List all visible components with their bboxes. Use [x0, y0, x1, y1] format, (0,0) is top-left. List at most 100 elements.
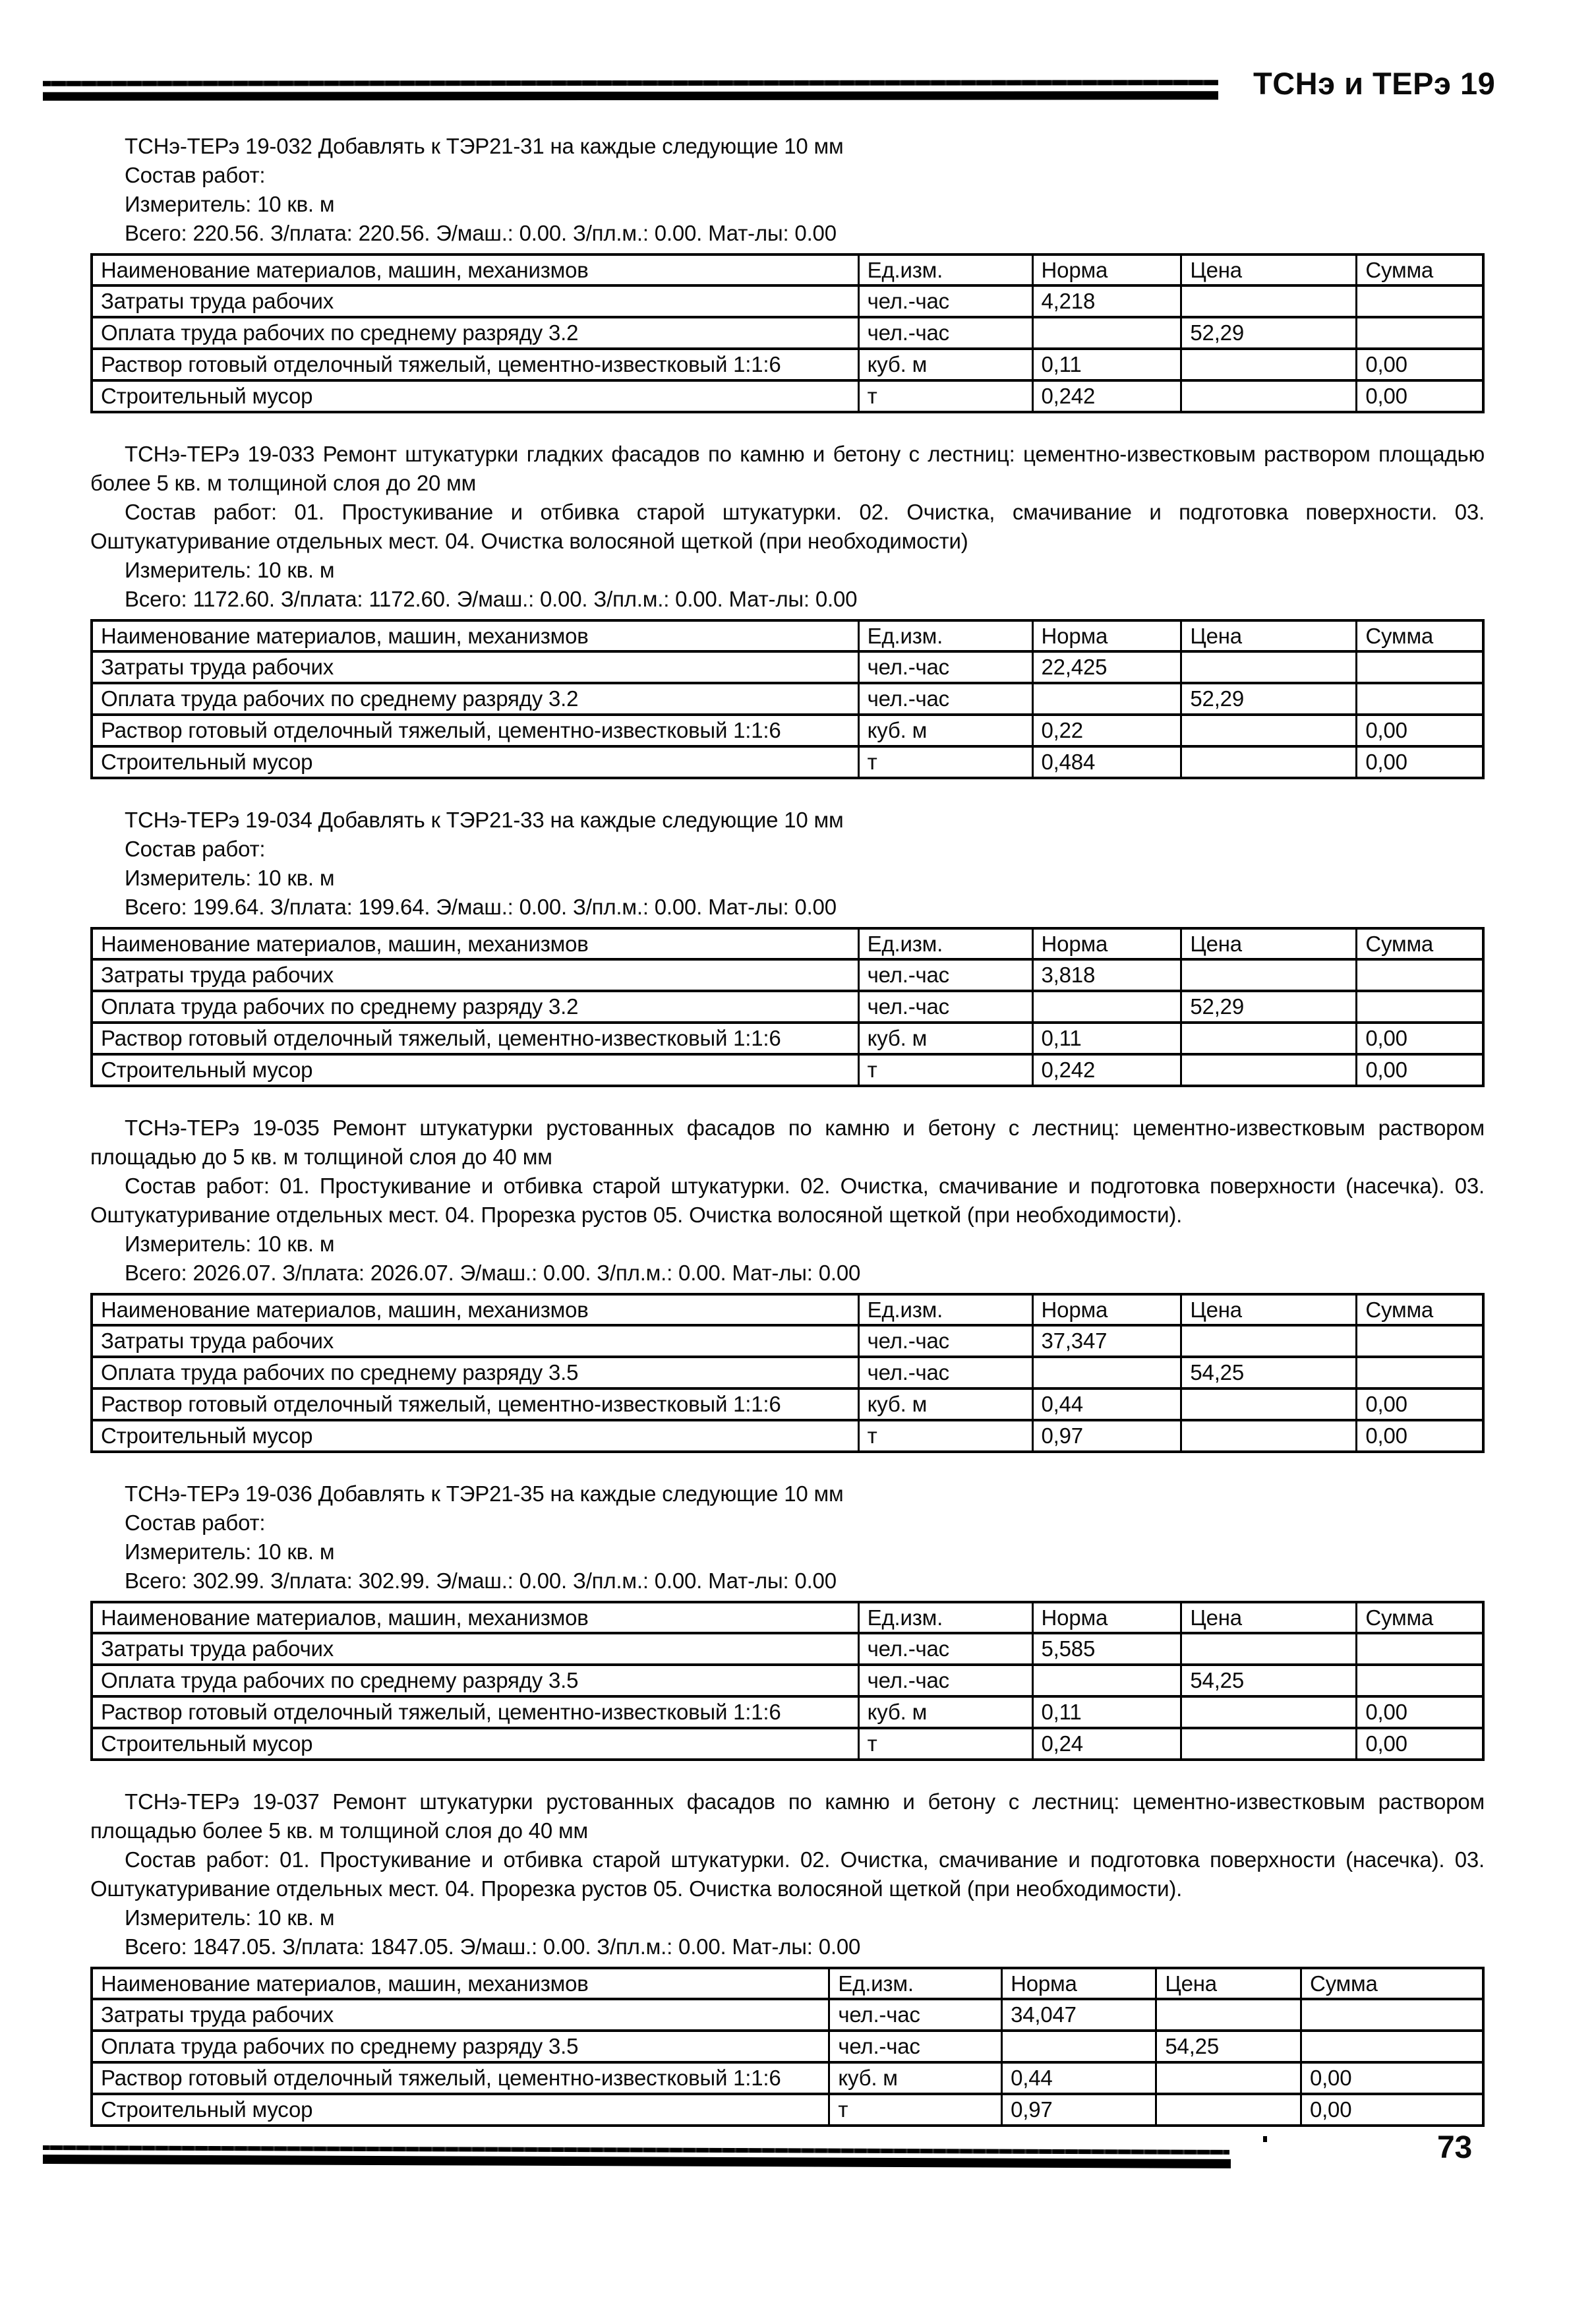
column-header: Ед.изм.	[857, 927, 1034, 961]
cena-cell	[1180, 1419, 1358, 1453]
unit-cell: т	[857, 379, 1034, 413]
unit-cell: чел.-час	[828, 1998, 1003, 2032]
section-vsego: Всего: 199.64. З/плата: 199.64. Э/маш.: …	[125, 895, 837, 919]
material-name-cell: Затраты труда рабочих	[90, 958, 860, 992]
page-content: ТСНэ-ТЕРэ 19-032 Добавлять к ТЭР21-31 на…	[90, 132, 1485, 2153]
unit-cell: т	[857, 1727, 1034, 1761]
table-row: Раствор готовый отделочный тяжелый, цеме…	[90, 1695, 1485, 1729]
material-name-cell: Раствор готовый отделочный тяжелый, цеме…	[90, 1387, 860, 1421]
unit-cell: чел.-час	[857, 1632, 1034, 1666]
norm-section: ТСНэ-ТЕРэ 19-035 Ремонт штукатурки русто…	[90, 1114, 1485, 1453]
norma-cell	[1031, 1356, 1183, 1390]
material-name-cell: Строительный мусор	[90, 745, 860, 779]
material-name-cell: Оплата труда рабочих по среднему разряду…	[90, 1663, 860, 1698]
column-header: Цена	[1180, 927, 1358, 961]
cena-cell	[1180, 347, 1358, 382]
material-name-cell: Строительный мусор	[90, 1053, 860, 1087]
top-rule-thick	[42, 91, 1219, 101]
norma-cell	[1031, 1663, 1183, 1698]
norma-cell: 0,242	[1031, 379, 1183, 413]
unit-cell: чел.-час	[857, 682, 1034, 716]
cena-cell: 54,25	[1180, 1663, 1358, 1698]
material-name-cell: Затраты труда рабочих	[90, 1632, 860, 1666]
table-row: Строительный мусор т 0,242 0,00	[90, 379, 1485, 413]
cena-cell	[1180, 745, 1358, 779]
norma-cell	[1031, 990, 1183, 1024]
section-sostav: Состав работ:	[125, 163, 266, 187]
material-name-cell: Оплата труда рабочих по среднему разряду…	[90, 316, 860, 350]
table-row: Оплата труда рабочих по среднему разряду…	[90, 1663, 1485, 1698]
column-header: Норма	[1031, 253, 1183, 287]
table-header-row: Наименование материалов, машин, механизм…	[90, 619, 1485, 653]
material-name-cell: Затраты труда рабочих	[90, 1324, 860, 1358]
material-name-cell: Оплата труда рабочих по среднему разряду…	[90, 2029, 831, 2064]
unit-cell: чел.-час	[857, 1356, 1034, 1390]
cena-cell	[1180, 379, 1358, 413]
table-row: Раствор готовый отделочный тяжелый, цеме…	[90, 1021, 1485, 1056]
summa-cell	[1355, 284, 1485, 318]
unit-cell: куб. м	[857, 1695, 1034, 1729]
section-izmeritel: Измеритель: 10 кв. м	[125, 558, 335, 582]
table-row: Затраты труда рабочих чел.-час 3,818	[90, 958, 1485, 992]
material-name-cell: Раствор готовый отделочный тяжелый, цеме…	[90, 1021, 860, 1056]
column-header: Норма	[1031, 1293, 1183, 1327]
column-header: Наименование материалов, машин, механизм…	[90, 253, 860, 287]
materials-table: Наименование материалов, машин, механизм…	[90, 1293, 1485, 1453]
section-sostav: Состав работ:	[125, 1510, 266, 1535]
column-header: Норма	[1031, 1601, 1183, 1634]
column-header: Сумма	[1299, 1967, 1485, 2000]
norm-section: ТСНэ-ТЕРэ 19-032 Добавлять к ТЭР21-31 на…	[90, 132, 1485, 413]
table-row: Раствор готовый отделочный тяжелый, цеме…	[90, 1387, 1485, 1421]
norma-cell: 3,818	[1031, 958, 1183, 992]
summa-cell: 0,00	[1299, 2061, 1485, 2095]
unit-cell: куб. м	[857, 1387, 1034, 1421]
cena-cell	[1180, 713, 1358, 748]
norma-cell: 0,11	[1031, 347, 1183, 382]
materials-table: Наименование материалов, машин, механизм…	[90, 253, 1485, 413]
summa-cell	[1355, 1632, 1485, 1666]
unit-cell: чел.-час	[828, 2029, 1003, 2064]
ink-speck	[1263, 2136, 1267, 2142]
cena-cell	[1180, 1695, 1358, 1729]
unit-cell: чел.-час	[857, 284, 1034, 318]
summa-cell: 0,00	[1355, 1695, 1485, 1729]
section-sostav: Состав работ: 01. Простукивание и отбивк…	[90, 1847, 1485, 1901]
column-header: Ед.изм.	[857, 619, 1034, 653]
unit-cell: куб. м	[828, 2061, 1003, 2095]
norma-cell	[1031, 682, 1183, 716]
cena-cell: 54,25	[1180, 1356, 1358, 1390]
section-izmeritel: Измеритель: 10 кв. м	[125, 866, 335, 890]
summa-cell	[1355, 990, 1485, 1024]
summa-cell: 0,00	[1355, 1053, 1485, 1087]
section-vsego: Всего: 1847.05. З/плата: 1847.05. Э/маш.…	[125, 1934, 861, 1959]
cena-cell	[1180, 1727, 1358, 1761]
table-row: Затраты труда рабочих чел.-час 4,218	[90, 284, 1485, 318]
cena-cell	[1180, 1021, 1358, 1056]
summa-cell	[1355, 958, 1485, 992]
top-rule-thin	[42, 80, 1219, 86]
material-name-cell: Строительный мусор	[90, 379, 860, 413]
column-header: Наименование материалов, машин, механизм…	[90, 927, 860, 961]
cena-cell	[1180, 284, 1358, 318]
material-name-cell: Строительный мусор	[90, 1727, 860, 1761]
norm-section: ТСНэ-ТЕРэ 19-033 Ремонт штукатурки гладк…	[90, 440, 1485, 779]
column-header: Ед.изм.	[857, 1293, 1034, 1327]
column-header: Ед.изм.	[828, 1967, 1003, 2000]
norm-section: ТСНэ-ТЕРэ 19-034 Добавлять к ТЭР21-33 на…	[90, 806, 1485, 1087]
section-vsego: Всего: 220.56. З/плата: 220.56. Э/маш.: …	[125, 221, 837, 245]
norma-cell: 5,585	[1031, 1632, 1183, 1666]
column-header: Ед.изм.	[857, 1601, 1034, 1634]
column-header: Цена	[1180, 1293, 1358, 1327]
unit-cell: т	[857, 745, 1034, 779]
table-header-row: Наименование материалов, машин, механизм…	[90, 927, 1485, 961]
summa-cell: 0,00	[1355, 745, 1485, 779]
section-vsego: Всего: 302.99. З/плата: 302.99. Э/маш.: …	[125, 1568, 837, 1593]
section-izmeritel: Измеритель: 10 кв. м	[125, 1905, 335, 1930]
column-header: Наименование материалов, машин, механизм…	[90, 619, 860, 653]
summa-cell	[1355, 316, 1485, 350]
section-vsego: Всего: 1172.60. З/плата: 1172.60. Э/маш.…	[125, 587, 858, 611]
table-row: Раствор готовый отделочный тяжелый, цеме…	[90, 2061, 1485, 2095]
column-header: Наименование материалов, машин, механизм…	[90, 1293, 860, 1327]
norm-section: ТСНэ-ТЕРэ 19-036 Добавлять к ТЭР21-35 на…	[90, 1479, 1485, 1761]
column-header: Наименование материалов, машин, механизм…	[90, 1967, 831, 2000]
